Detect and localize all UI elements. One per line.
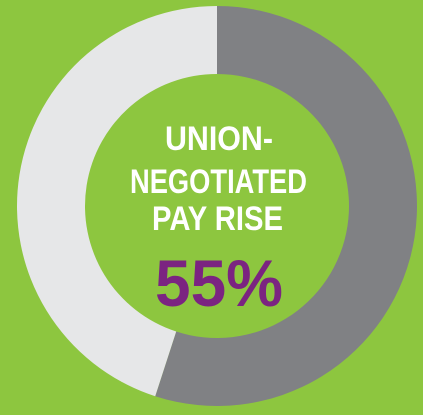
- donut-segment: [155, 6, 418, 407]
- title-line: PAY RISE: [152, 200, 283, 238]
- title-line: UNION-: [165, 120, 273, 158]
- donut-segment: [17, 6, 218, 397]
- value-label: 55%: [155, 246, 283, 320]
- title-line: NEGOTIATED: [130, 163, 307, 201]
